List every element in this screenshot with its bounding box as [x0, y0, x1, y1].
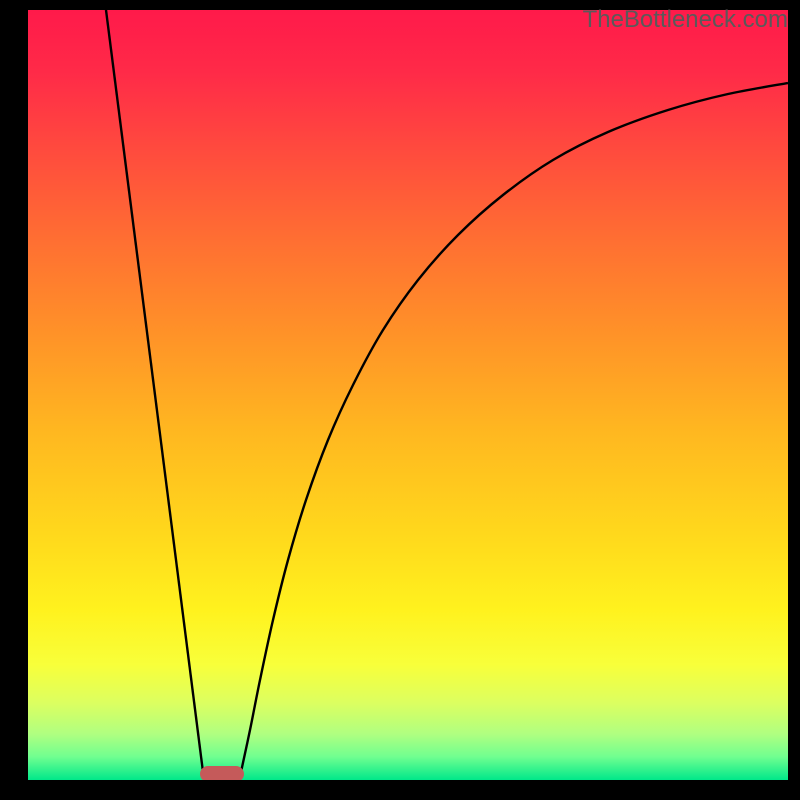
curve-layer — [28, 10, 788, 780]
watermark-text: TheBottleneck.com — [583, 6, 788, 34]
left-v-line — [106, 10, 203, 772]
plot-area — [28, 10, 788, 780]
right-log-curve — [241, 83, 788, 772]
bottleneck-marker — [200, 766, 244, 780]
chart-container: TheBottleneck.com — [0, 0, 800, 800]
